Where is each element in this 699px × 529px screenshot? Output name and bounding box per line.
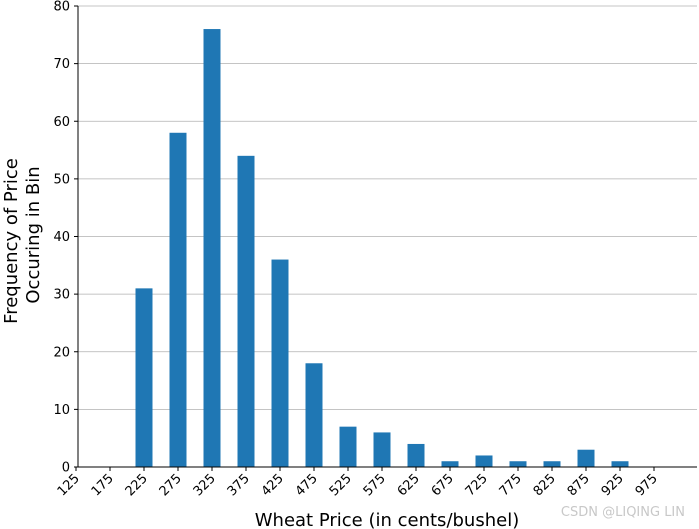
x-tick-label: 675: [429, 471, 457, 499]
x-tick-label: 625: [395, 471, 423, 499]
x-tick-label: 825: [531, 471, 559, 499]
watermark: CSDN @LIQING LIN: [561, 505, 685, 520]
y-tick-label: 20: [53, 345, 70, 360]
bar: [271, 259, 289, 467]
x-tick-label: 575: [361, 471, 389, 499]
x-tick-label: 775: [497, 471, 525, 499]
x-tick-label: 175: [89, 471, 117, 499]
y-tick-label: 80: [53, 0, 70, 15]
bar: [135, 288, 153, 467]
bar: [441, 461, 459, 467]
bar: [169, 132, 187, 467]
bar: [611, 461, 629, 467]
y-tick-label: 60: [53, 115, 70, 130]
bar: [577, 449, 595, 467]
bar: [475, 455, 493, 467]
x-tick-label: 725: [463, 471, 491, 499]
bar: [509, 461, 527, 467]
y-tick-label: 0: [62, 461, 70, 476]
x-axis-label: Wheat Price (in cents/bushel): [255, 510, 519, 529]
bar: [305, 363, 323, 467]
y-tick-label: 40: [53, 230, 70, 245]
x-tick-label: 975: [633, 471, 661, 499]
bar: [407, 443, 425, 467]
x-tick-label: 475: [293, 471, 321, 499]
bar: [237, 155, 255, 467]
x-tick-label: 525: [327, 471, 355, 499]
x-tick-label: 275: [157, 471, 185, 499]
bar: [373, 432, 391, 467]
x-tick-label: 375: [225, 471, 253, 499]
x-tick-label: 125: [55, 471, 83, 499]
x-tick-label: 425: [259, 471, 287, 499]
x-tick-label: 325: [191, 471, 219, 499]
bar: [543, 461, 561, 467]
y-tick-label: 30: [53, 288, 70, 303]
x-tick-label: 875: [565, 471, 593, 499]
y-axis-label: Frequency of Price: [1, 158, 22, 324]
y-tick-label: 70: [53, 57, 70, 72]
y-tick-label: 10: [53, 403, 70, 418]
bar: [203, 29, 221, 468]
y-axis-label: Occuring in Bin: [23, 166, 44, 303]
bar: [339, 426, 357, 467]
x-tick-label: 225: [123, 471, 151, 499]
x-tick-label: 925: [599, 471, 627, 499]
y-tick-label: 50: [53, 172, 70, 187]
